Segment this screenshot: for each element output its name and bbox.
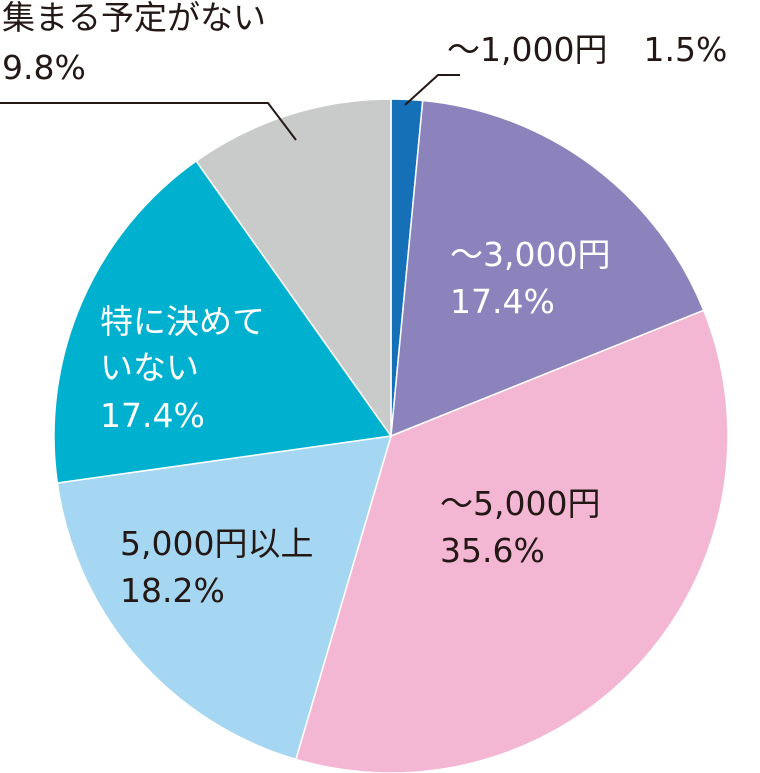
pie-slice-no-plan <box>195 98 392 439</box>
leader-line-no-plan <box>0 102 297 141</box>
pie-slices <box>53 98 729 773</box>
slice-labels: ～1,000円 1.5% ～3,000円 17.4% ～5,000円 35.6% … <box>2 0 727 610</box>
slice-value: 17.4% <box>450 282 555 321</box>
slice-name: ～5,000円 <box>440 484 600 523</box>
slice-value: 35.6% <box>440 531 545 570</box>
slice-label-no-plan: 集まる予定がない 9.8% <box>2 0 277 87</box>
slice-name: ～1,000円 <box>447 30 607 69</box>
leader-lines <box>0 74 460 141</box>
slice-label-undecided: 特に決めて いない 17.4% <box>100 302 276 435</box>
slice-value: 18.2% <box>120 571 225 610</box>
pie-slice-undecided <box>53 159 393 484</box>
slice-label-5000: ～5,000円 35.6% <box>440 484 611 570</box>
slice-name: ～3,000円 <box>450 235 610 274</box>
slice-name: 集まる予定がない <box>2 0 266 37</box>
slice-label-1000: ～1,000円 1.5% <box>447 30 727 69</box>
slice-name: 5,000円以上 <box>120 524 313 563</box>
slice-value: 17.4% <box>100 396 205 435</box>
slice-name-line-1: 特に決めて <box>100 302 265 341</box>
pie-slice-3000 <box>390 99 705 438</box>
pie-slice-over-5000 <box>56 435 393 761</box>
slice-label-3000: ～3,000円 17.4% <box>450 235 621 321</box>
leader-line-1000 <box>404 74 460 106</box>
slice-value: 1.5% <box>643 30 727 69</box>
slice-name-line-2: いない <box>100 348 199 387</box>
slice-value: 9.8% <box>2 48 86 87</box>
slice-label-over-5000: 5,000円以上 18.2% <box>120 524 324 610</box>
